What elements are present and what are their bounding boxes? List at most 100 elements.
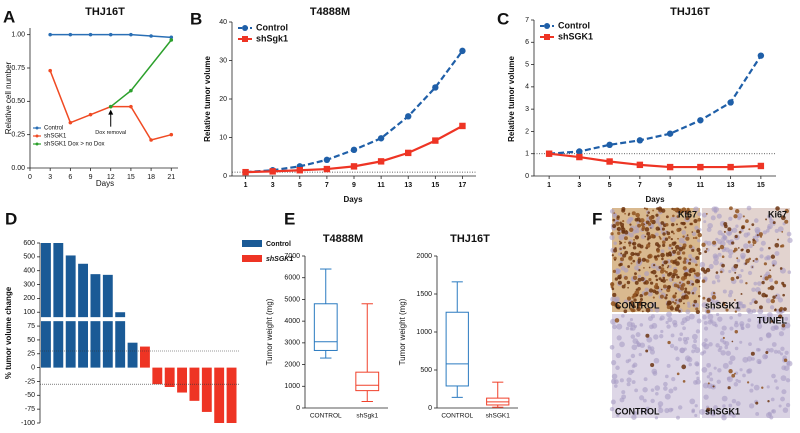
nucleus [694,347,701,354]
stained-cell [650,363,655,368]
marker [606,141,613,148]
x-tick-label: 17 [459,182,467,189]
nucleus [701,212,707,218]
nucleus [677,405,683,410]
y-tick-label: -50 [25,392,35,399]
nucleus [726,376,731,381]
stained-cell [711,295,717,300]
stained-cell [671,278,674,281]
nucleus [786,231,792,237]
stained-cell [665,293,668,297]
nucleus [707,222,713,229]
nucleus [701,366,708,373]
stained-cell [643,207,646,210]
stained-cell [614,247,617,250]
nucleus [696,376,700,380]
bar [102,274,113,368]
stained-cell [622,220,625,223]
stained-cell [684,226,687,229]
marker [727,99,734,106]
stained-cell [687,209,691,213]
stained-cell [674,207,680,213]
box [313,303,338,351]
nucleus [673,346,679,351]
nucleus [740,304,745,309]
nucleus [719,338,725,343]
stained-cell [765,218,768,221]
stained-cell [761,280,765,285]
nucleus [669,343,675,349]
stained-cell [697,295,701,298]
x-tick-label: 15 [431,182,439,189]
axis-break [34,317,240,322]
nucleus [728,254,733,259]
marker [636,137,644,144]
nucleus [733,322,739,328]
nucleus [728,360,733,365]
nucleus [787,270,792,275]
annotation: Dox removal [95,130,126,136]
nucleus [638,352,642,357]
nucleus [728,216,733,221]
marker [377,135,385,142]
nucleus [777,226,784,232]
stained-cell [671,247,674,250]
group-label: shSGK1 [705,406,740,416]
stained-cell [610,301,616,306]
stained-cell [734,310,738,313]
stained-cell [621,208,626,213]
stained-cell [760,275,762,278]
stained-cell [635,288,639,291]
nucleus [610,318,616,325]
marker [350,163,358,170]
legend-marker [35,142,39,146]
nucleus [742,373,746,378]
nucleus [721,414,727,421]
nucleus [780,396,785,402]
marker [576,148,583,155]
nucleus [683,339,689,345]
stained-cell [770,319,774,323]
nucleus [665,320,669,325]
stained-cell [772,295,776,299]
stained-cell [774,280,779,285]
nucleus [688,254,693,259]
nucleus [771,342,777,347]
stained-cell [689,222,692,226]
stained-cell [694,236,698,240]
nucleus [731,413,736,418]
y-tick-label: 0 [525,173,529,180]
stained-cell [682,235,685,238]
nucleus [717,230,723,236]
marker [636,161,644,169]
nucleus [645,409,650,414]
stained-cell [678,281,682,284]
stained-cell [725,308,729,312]
stained-cell [730,276,735,281]
nucleus [702,314,707,320]
nucleus [767,214,772,219]
legend-swatch [242,255,262,262]
stained-cell [780,215,786,221]
stained-cell [660,279,664,282]
stained-cell [747,240,751,244]
y-tick-label: 20 [219,96,227,103]
stained-cell [670,259,674,263]
nucleus [708,372,713,376]
nucleus [610,296,617,303]
y-tick-label: 0.75 [11,65,25,72]
x-tick-label: 11 [697,182,705,189]
nucleus [762,230,767,235]
marker [405,113,412,120]
stained-cell [610,282,615,287]
nucleus [677,337,682,342]
stained-cell [645,307,651,313]
nucleus [694,225,699,231]
stained-cell [620,225,625,229]
x-axis-label: Days [96,179,114,188]
stained-cell [738,230,742,234]
nucleus [694,404,698,408]
stained-cell [636,252,640,257]
stained-cell [731,373,736,378]
stained-cell [683,257,687,261]
